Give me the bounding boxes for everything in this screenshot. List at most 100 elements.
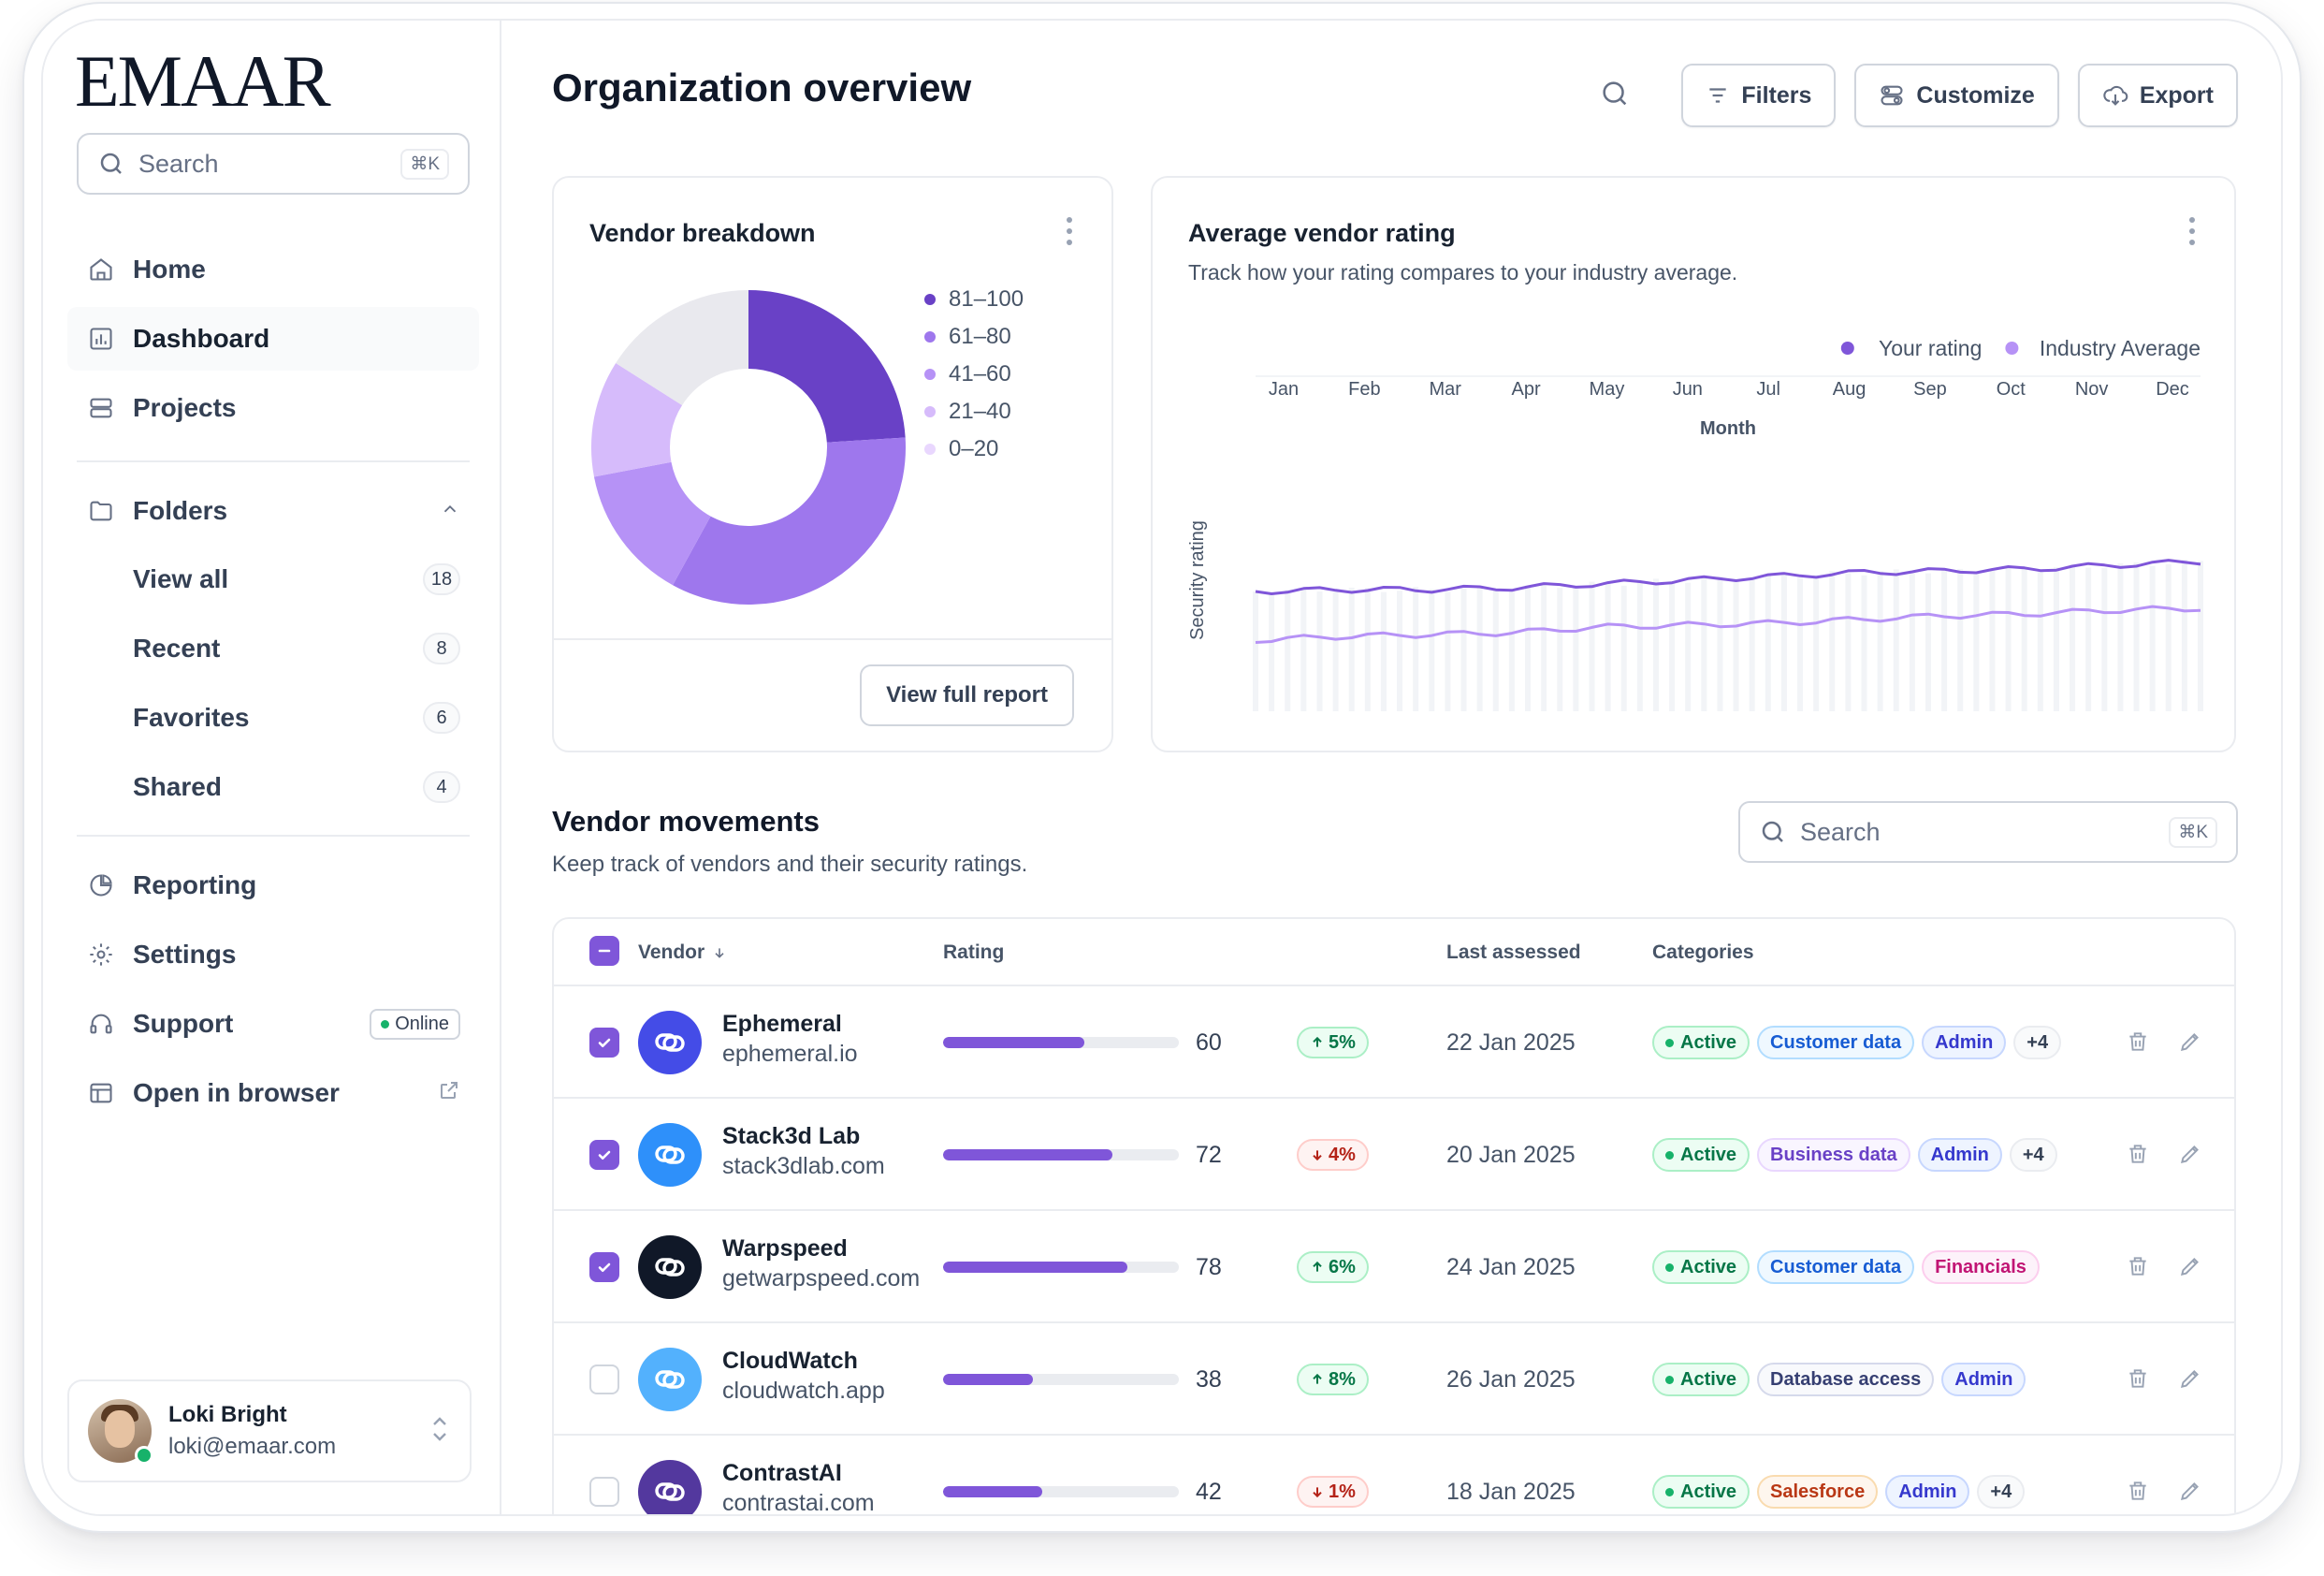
column-header-rating[interactable]: Rating — [943, 941, 1005, 963]
edit-pencil-icon[interactable] — [2178, 1479, 2202, 1508]
vendor-name[interactable]: CloudWatch — [722, 1348, 858, 1374]
sidebar-item-projects[interactable]: Projects — [67, 376, 479, 440]
folder-item-label: Shared — [133, 772, 222, 801]
select-all-checkbox[interactable] — [589, 936, 619, 966]
vendor-logo-icon — [638, 1123, 702, 1187]
vendor-name[interactable]: Warpspeed — [722, 1235, 848, 1262]
sidebar-item-folders[interactable]: Folders — [67, 479, 479, 543]
search-placeholder: Search — [1800, 817, 1881, 846]
chart-bar — [1476, 585, 1483, 711]
edit-pencil-icon[interactable] — [2178, 1142, 2202, 1171]
export-button[interactable]: Export — [2077, 64, 2238, 127]
category-tags: Active Database access Admin — [1652, 1363, 2026, 1396]
table-row[interactable]: Ephemeral ephemeral.io 60 5% 22 Jan 2025… — [554, 986, 2234, 1099]
trash-icon[interactable] — [2126, 1029, 2150, 1058]
chart-bar — [1380, 591, 1387, 711]
legend-dot-icon — [924, 406, 936, 417]
more-vertical-icon[interactable] — [1067, 217, 1074, 245]
column-header-categories[interactable]: Categories — [1652, 941, 1754, 963]
last-assessed-date: 20 Jan 2025 — [1446, 1142, 1576, 1168]
legend-label: Industry Average — [2040, 336, 2201, 360]
sidebar-item-settings[interactable]: Settings — [67, 923, 479, 986]
sidebar-item-dashboard[interactable]: Dashboard — [67, 307, 479, 371]
row-checkbox[interactable] — [589, 1364, 619, 1394]
vendor-name[interactable]: ContrastAI — [722, 1460, 842, 1486]
page-title: Organization overview — [552, 66, 972, 109]
change-value: 8% — [1329, 1368, 1356, 1390]
table-row[interactable]: CloudWatch cloudwatch.app 38 8% 26 Jan 2… — [554, 1323, 2234, 1436]
view-full-report-button[interactable]: View full report — [860, 664, 1074, 726]
gear-icon — [86, 940, 116, 970]
chevron-selector-icon[interactable] — [428, 1415, 451, 1448]
sidebar-item-label: Reporting — [133, 870, 257, 899]
chevron-up-icon[interactable] — [440, 496, 460, 526]
trash-icon[interactable] — [2126, 1366, 2150, 1395]
rating-progress-bar — [943, 1037, 1179, 1048]
brand-logo[interactable]: EMAAR — [75, 40, 331, 122]
row-checkbox[interactable] — [589, 1477, 619, 1507]
average-rating-card: Average vendor rating Track how your rat… — [1151, 176, 2236, 752]
more-tags-badge[interactable]: +4 — [2009, 1138, 2057, 1172]
donut-slice[interactable] — [748, 290, 906, 443]
chart-bar — [1941, 568, 1948, 711]
vendor-name[interactable]: Ephemeral — [722, 1011, 842, 1037]
donut-slice[interactable] — [593, 461, 711, 586]
more-tags-badge[interactable]: +4 — [2013, 1026, 2062, 1059]
category-tags: Active Customer data Admin +4 — [1652, 1026, 2062, 1059]
column-header-last-assessed[interactable]: Last assessed — [1446, 941, 1581, 963]
tag-label: Database access — [1770, 1368, 1922, 1390]
folder-item-view-all[interactable]: View all 18 — [133, 548, 479, 610]
last-assessed-date: 26 Jan 2025 — [1446, 1366, 1576, 1393]
more-tags-badge[interactable]: +4 — [1977, 1475, 2026, 1509]
chart-bar — [1861, 575, 1867, 711]
trash-icon[interactable] — [2126, 1254, 2150, 1283]
folder-item-shared[interactable]: Shared 4 — [133, 756, 479, 818]
chart-bar — [1780, 575, 1787, 711]
table-row[interactable]: Warpspeed getwarpspeed.com 78 6% 24 Jan … — [554, 1211, 2234, 1323]
vendor-breakdown-card: Vendor breakdown 81–100 61–80 41–60 21–40 0–… — [552, 176, 1113, 752]
table-search-input[interactable]: Search ⌘K — [1738, 801, 2238, 863]
column-header-vendor[interactable]: Vendor — [638, 941, 727, 964]
column-label: Vendor — [638, 941, 705, 963]
category-tags: Active Salesforce Admin +4 — [1652, 1475, 2026, 1509]
external-link-icon — [438, 1078, 460, 1108]
section-title: Vendor movements — [552, 805, 820, 838]
tag-label: Admin — [1898, 1481, 1957, 1502]
more-vertical-icon[interactable] — [2189, 217, 2197, 245]
donut-slice[interactable] — [591, 362, 683, 477]
vendor-logo-icon — [638, 1348, 702, 1411]
trash-icon[interactable] — [2126, 1142, 2150, 1171]
sidebar-item-home[interactable]: Home — [67, 238, 479, 301]
vendor-name[interactable]: Stack3d Lab — [722, 1123, 861, 1149]
tag-label: +4 — [2026, 1031, 2049, 1053]
chart-bar — [1525, 585, 1532, 711]
row-checkbox[interactable] — [589, 1252, 619, 1282]
category-tags: Active Business data Admin +4 — [1652, 1138, 2057, 1172]
chart-bar — [1364, 588, 1371, 711]
chart-bar — [1685, 582, 1692, 711]
folder-item-favorites[interactable]: Favorites 6 — [133, 687, 479, 749]
edit-pencil-icon[interactable] — [2178, 1029, 2202, 1058]
edit-pencil-icon[interactable] — [2178, 1366, 2202, 1395]
tag-label: +4 — [1990, 1481, 2012, 1502]
trash-icon[interactable] — [2126, 1479, 2150, 1508]
legend-item: 61–80 — [924, 318, 1024, 356]
sidebar-item-support[interactable]: Support Online — [67, 992, 479, 1056]
sidebar-search-input[interactable]: Search ⌘K — [77, 133, 470, 195]
table-row[interactable]: ContrastAI contrastai.com 42 1% 18 Jan 2… — [554, 1436, 2234, 1514]
folder-item-recent[interactable]: Recent 8 — [133, 618, 479, 679]
sidebar-item-open-in-browser[interactable]: Open in browser — [67, 1061, 479, 1125]
donut-slice[interactable] — [673, 437, 906, 605]
customize-button[interactable]: Customize — [1854, 64, 2059, 127]
row-checkbox[interactable] — [589, 1028, 619, 1058]
filters-button[interactable]: Filters — [1681, 64, 1837, 127]
table-row[interactable]: Stack3d Lab stack3dlab.com 72 4% 20 Jan … — [554, 1099, 2234, 1211]
donut-slice[interactable] — [616, 290, 748, 405]
user-account-card[interactable]: Loki Bright loki@emaar.com — [67, 1379, 472, 1482]
sidebar-item-reporting[interactable]: Reporting — [67, 854, 479, 917]
edit-pencil-icon[interactable] — [2178, 1254, 2202, 1283]
cloud-download-icon — [2103, 85, 2128, 106]
search-icon[interactable] — [1599, 78, 1631, 114]
row-checkbox[interactable] — [589, 1140, 619, 1170]
browser-icon — [86, 1078, 116, 1108]
